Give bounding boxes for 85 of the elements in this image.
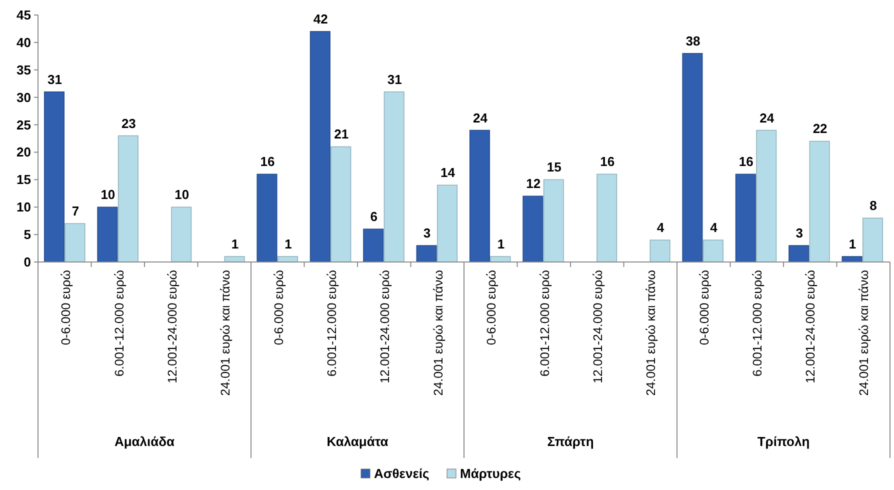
y-tick-label: 45 <box>16 8 31 22</box>
bar <box>596 174 618 262</box>
bar <box>522 196 544 262</box>
data-label: 21 <box>334 126 349 142</box>
legend-label: Μάρτυρες <box>460 466 522 481</box>
bar <box>256 174 278 262</box>
text: Σπάρτη <box>547 434 594 449</box>
data-label: 16 <box>260 154 275 170</box>
bar <box>788 245 810 262</box>
y-tick-label: 10 <box>16 200 31 215</box>
data-label: 8 <box>870 198 877 214</box>
bar <box>171 206 192 262</box>
data-label: 4 <box>710 220 718 236</box>
data-label: 24 <box>760 110 775 126</box>
data-label: 31 <box>48 72 62 87</box>
x-tick-label: 0-6.000 ευρώ <box>484 270 499 346</box>
bar <box>543 179 564 262</box>
data-label: 3 <box>796 226 803 241</box>
data-label: 4 <box>656 220 665 236</box>
y-tick-label: 0 <box>24 254 31 270</box>
legend-label: Ασθενείς <box>374 466 430 481</box>
data-label: 6 <box>370 209 378 224</box>
bar <box>363 228 384 262</box>
x-tick-label: 24.001 ευρώ και πάνω <box>431 270 446 396</box>
data-label: 3 <box>423 226 431 241</box>
data-label: 38 <box>686 33 700 48</box>
bar <box>756 130 777 262</box>
data-label: 1 <box>497 236 505 252</box>
bar <box>44 91 65 262</box>
data-label: 42 <box>313 11 328 26</box>
data-label: 15 <box>546 160 562 175</box>
text: Καλαμάτα <box>326 434 388 449</box>
bar <box>118 135 138 262</box>
bar <box>416 245 437 262</box>
bar <box>64 223 86 262</box>
bar <box>469 130 490 262</box>
data-label: 7 <box>72 204 80 219</box>
x-tick-label: 12.001-24.000 ευρώ <box>165 270 180 384</box>
text: Αμαλιάδα <box>114 434 175 449</box>
x-tick-label: 6.001-12.000 ευρώ <box>112 270 126 376</box>
bar <box>862 218 884 262</box>
x-tick-label: 6.001-12.000 ευρώ <box>538 270 552 376</box>
bar <box>330 146 352 262</box>
bar <box>310 31 330 262</box>
y-tick-label: 5 <box>24 227 31 242</box>
x-tick-label: 24.001 ευρώ και πάνω <box>856 270 871 396</box>
y-tick-label: 30 <box>16 90 31 105</box>
data-label: 22 <box>812 121 828 136</box>
data-label: 1 <box>284 236 292 252</box>
data-label: 1 <box>848 236 856 252</box>
bar <box>809 140 830 262</box>
text: Τρίπολη <box>757 434 810 449</box>
y-tick-label: 20 <box>16 144 31 160</box>
x-tick-label: 0-6.000 ευρώ <box>697 270 712 346</box>
data-label: 14 <box>440 165 456 180</box>
data-label: 16 <box>600 154 615 170</box>
data-label: 24 <box>472 110 488 126</box>
data-label: 10 <box>174 187 190 202</box>
data-label: 1 <box>231 236 239 252</box>
bar <box>682 53 703 262</box>
x-tick-label: 12.001-24.000 ευρώ <box>804 270 818 384</box>
y-tick-label: 40 <box>16 34 31 50</box>
x-tick-label: 0-6.000 ευρώ <box>272 270 286 346</box>
y-tick-label: 25 <box>16 117 31 132</box>
x-tick-label: 12.001-24.000 ευρώ <box>590 270 605 384</box>
x-tick-label: 6.001-12.000 ευρώ <box>750 270 765 376</box>
x-tick-label: 24.001 ευρώ και πάνω <box>644 270 658 396</box>
bar <box>735 174 756 262</box>
x-tick-label: 12.001-24.000 ευρώ <box>378 270 392 384</box>
bar <box>702 240 724 262</box>
data-label: 12 <box>526 176 541 192</box>
bar <box>842 256 862 262</box>
x-tick-label: 6.001-12.000 ευρώ <box>325 270 340 376</box>
bar <box>384 91 404 262</box>
y-tick-label: 35 <box>16 62 31 78</box>
data-label: 16 <box>738 154 754 170</box>
bar <box>97 206 118 262</box>
data-label: 10 <box>100 187 116 202</box>
bar <box>650 240 670 262</box>
y-tick-label: 15 <box>16 172 31 188</box>
x-tick-label: 24.001 ευρώ και πάνω <box>218 270 233 396</box>
x-tick-label: 0-6.000 ευρώ <box>59 270 74 346</box>
data-label: 23 <box>121 116 136 131</box>
bar <box>437 184 458 262</box>
data-label: 31 <box>387 72 402 87</box>
